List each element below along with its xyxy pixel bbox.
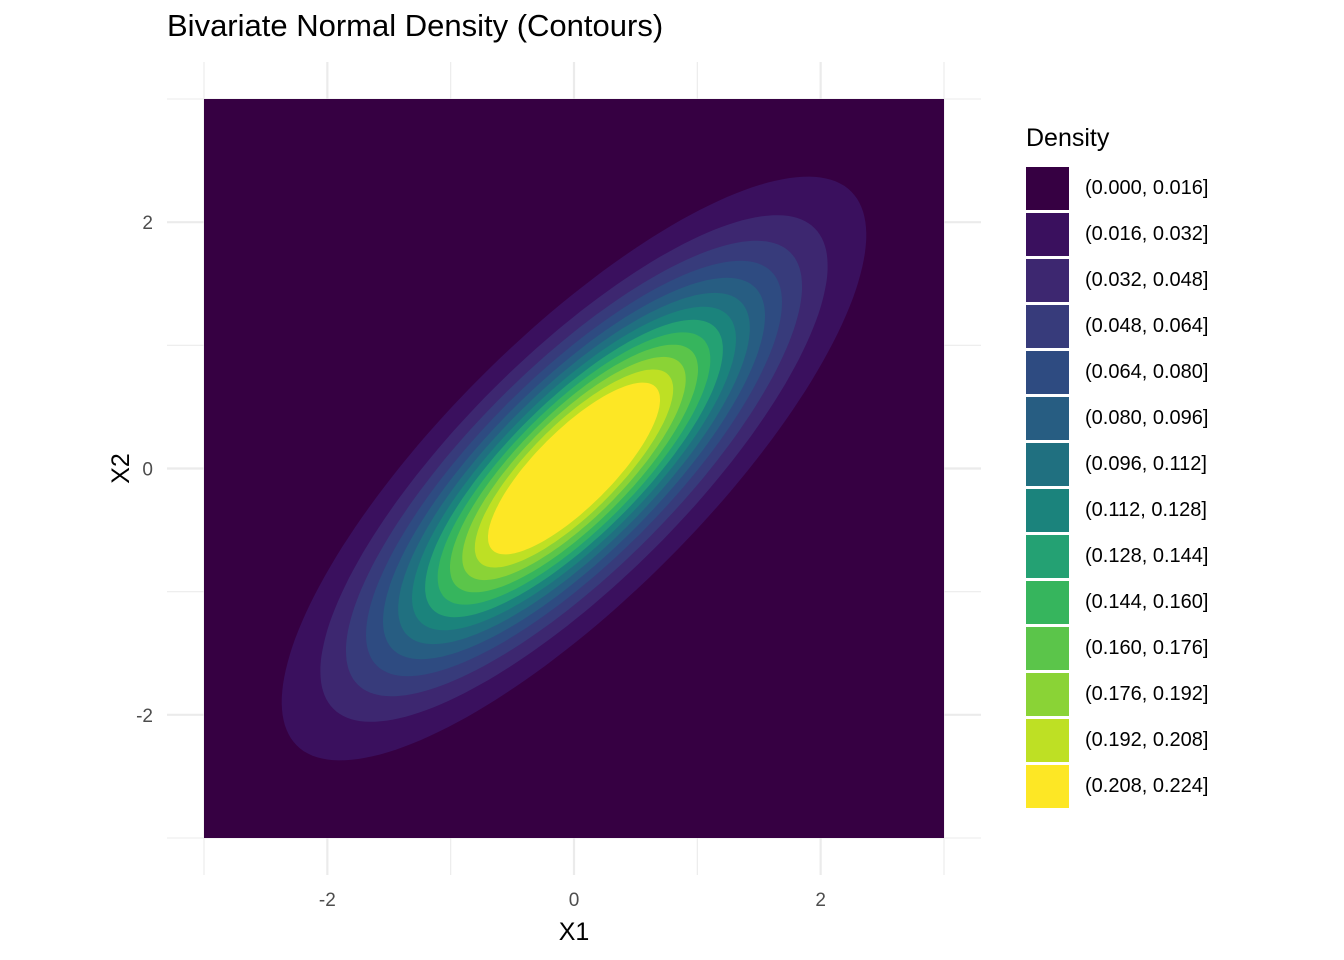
legend-label: (0.096, 0.112] — [1085, 452, 1207, 475]
y-tick-label: 2 — [142, 213, 153, 234]
legend-item: (0.048, 0.064] — [1026, 303, 1208, 349]
legend-item: (0.176, 0.192] — [1026, 671, 1208, 717]
legend-item: (0.192, 0.208] — [1026, 717, 1208, 763]
legend-item: (0.096, 0.112] — [1026, 441, 1208, 487]
legend-swatch — [1026, 626, 1069, 670]
legend-swatch — [1026, 580, 1069, 624]
legend-swatch — [1026, 350, 1069, 394]
legend-label: (0.080, 0.096] — [1085, 406, 1209, 429]
y-tick-label: 0 — [142, 460, 153, 481]
legend-item: (0.112, 0.128] — [1026, 487, 1208, 533]
legend-swatch — [1026, 442, 1069, 486]
legend-swatch — [1026, 718, 1069, 762]
legend-label: (0.032, 0.048] — [1085, 268, 1209, 291]
legend-title: Density — [1026, 124, 1110, 152]
legend-item: (0.144, 0.160] — [1026, 579, 1208, 625]
x-tick-label: -2 — [319, 890, 336, 911]
x-tick-label: 0 — [569, 890, 580, 911]
legend-item: (0.128, 0.144] — [1026, 533, 1208, 579]
legend: Density (0.000, 0.016] (0.016, 0.032] (0.0… — [1026, 124, 1208, 809]
x-tick-label: 2 — [815, 890, 826, 911]
legend-items: (0.000, 0.016] (0.016, 0.032] (0.032, 0.04… — [1026, 165, 1208, 809]
legend-swatch — [1026, 396, 1069, 440]
contour-band — [488, 382, 660, 555]
y-axis-ticks: -2 0 2 — [136, 213, 153, 727]
legend-item: (0.064, 0.080] — [1026, 349, 1208, 395]
legend-label: (0.112, 0.128] — [1085, 498, 1207, 521]
legend-item: (0.032, 0.048] — [1026, 257, 1208, 303]
legend-swatch — [1026, 258, 1069, 302]
legend-label: (0.064, 0.080] — [1085, 360, 1209, 383]
legend-item: (0.208, 0.224] — [1026, 763, 1208, 809]
legend-label: (0.208, 0.224] — [1085, 774, 1209, 797]
legend-swatch — [1026, 672, 1069, 716]
x-axis-title: X1 — [559, 918, 590, 946]
legend-label: (0.000, 0.016] — [1085, 176, 1209, 199]
y-axis-title: X2 — [107, 453, 135, 484]
contour-bands — [281, 176, 867, 761]
legend-swatch — [1026, 166, 1069, 210]
x-axis-ticks: -2 0 2 — [319, 890, 826, 911]
legend-label: (0.144, 0.160] — [1085, 590, 1209, 613]
legend-label: (0.128, 0.144] — [1085, 544, 1209, 567]
legend-label: (0.160, 0.176] — [1085, 636, 1209, 659]
legend-swatch — [1026, 488, 1069, 532]
legend-label: (0.176, 0.192] — [1085, 682, 1209, 705]
legend-item: (0.080, 0.096] — [1026, 395, 1208, 441]
legend-item: (0.000, 0.016] — [1026, 165, 1208, 211]
legend-swatch — [1026, 534, 1069, 578]
legend-swatch — [1026, 304, 1069, 348]
legend-label: (0.192, 0.208] — [1085, 728, 1209, 751]
y-tick-label: -2 — [136, 706, 153, 727]
legend-label: (0.048, 0.064] — [1085, 314, 1209, 337]
legend-label: (0.016, 0.032] — [1085, 222, 1209, 245]
legend-item: (0.160, 0.176] — [1026, 625, 1208, 671]
legend-swatch — [1026, 212, 1069, 256]
legend-swatch — [1026, 764, 1069, 808]
chart-title: Bivariate Normal Density (Contours) — [167, 8, 664, 43]
legend-item: (0.016, 0.032] — [1026, 211, 1208, 257]
